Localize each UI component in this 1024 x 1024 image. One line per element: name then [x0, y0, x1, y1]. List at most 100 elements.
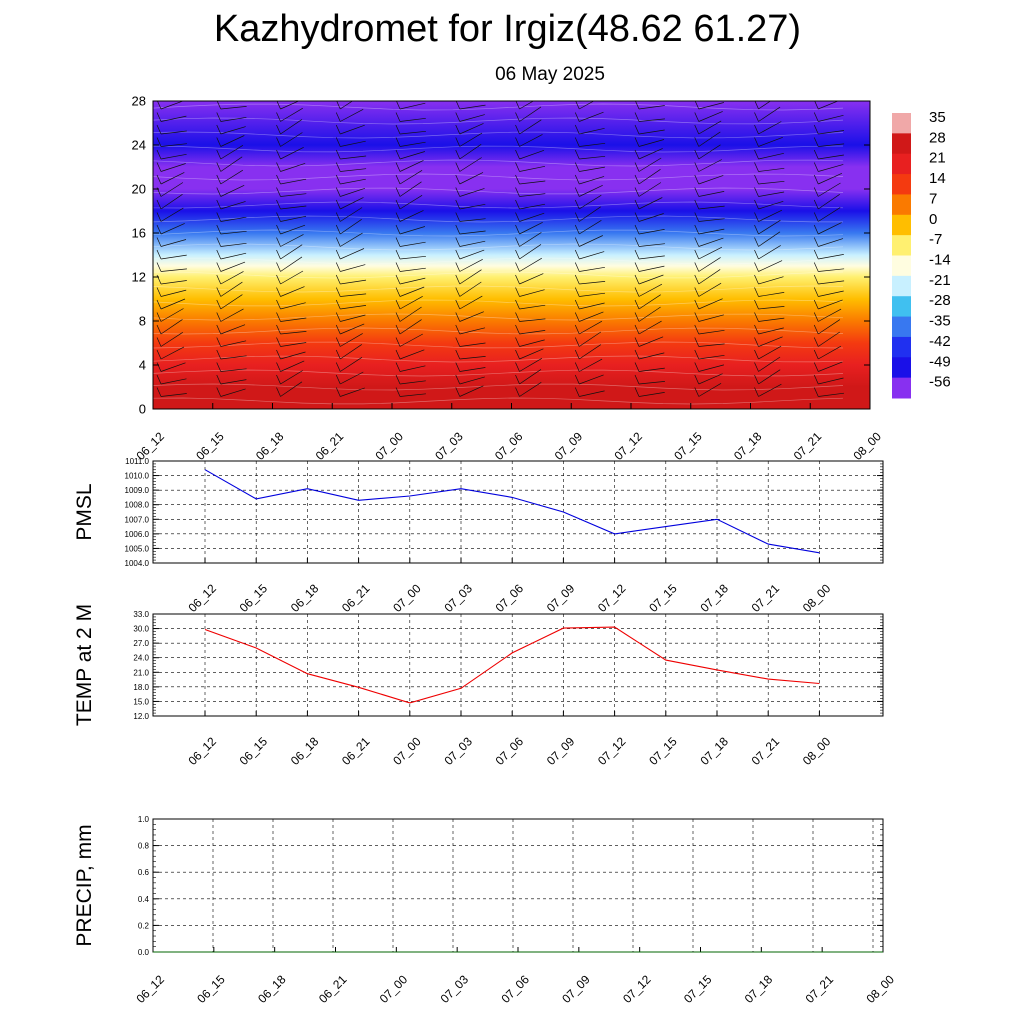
colorbar-swatch [892, 357, 911, 379]
x-tick-label: 06_18 [288, 581, 322, 615]
x-tick-label: 07_00 [390, 581, 424, 615]
colorbar-label: -56 [929, 374, 951, 391]
pmsl-axis-title: PMSL [73, 483, 96, 540]
y-tick-label: 1011.0 [125, 457, 149, 466]
y-tick-label: 24.0 [133, 654, 149, 663]
x-tick-label: 07_21 [749, 734, 783, 768]
page-title: Kazhydromet for Irgiz(48.62 61.27) [213, 8, 802, 50]
x-tick-label: 07_21 [749, 581, 783, 615]
y-tick-label: 15.0 [133, 697, 149, 706]
y-tick-label: 1005.0 [125, 544, 150, 553]
y-tick-label: 1008.0 [125, 501, 150, 510]
colorbar-label: -42 [929, 333, 951, 350]
temperature-contours [153, 103, 844, 405]
plot-frame [152, 460, 884, 564]
y-tick-label: 18.0 [133, 683, 149, 692]
x-tick-label: 06_18 [255, 972, 289, 1006]
y-tick-label: 30.0 [133, 625, 149, 634]
colorbar-label: -49 [929, 353, 951, 370]
colorbar-swatch [892, 275, 911, 297]
y-tick-label: 1.0 [138, 815, 150, 824]
x-tick-label: 07_09 [544, 581, 578, 615]
y-tick-label: 21.0 [133, 668, 149, 677]
x-tick-label: 07_03 [441, 581, 475, 615]
precip-axis-title: PRECIP, mm [73, 824, 96, 946]
temperature-cross-section [153, 101, 870, 409]
y-tick-label: 0.0 [138, 948, 150, 957]
x-tick-label: 06_18 [288, 734, 322, 768]
x-tick-label: 06_15 [237, 734, 271, 768]
colorbar-swatch [892, 214, 911, 236]
x-tick-label: 07_06 [493, 581, 527, 615]
page-subtitle: 06 May 2025 [495, 64, 605, 85]
x-tick-label: 06_15 [237, 581, 271, 615]
x-tick-label: 07_09 [544, 734, 578, 768]
x-tick-label: 07_09 [559, 972, 593, 1006]
heatmap-x-tick-label: 07_15 [671, 429, 705, 463]
colorbar-label: -35 [929, 313, 951, 330]
colorbar-swatch [892, 174, 911, 195]
x-tick-label: 07_00 [390, 734, 424, 768]
colorbar-label: 21 [929, 150, 946, 167]
colorbar-swatch [892, 296, 911, 318]
x-tick-label: 07_15 [646, 581, 680, 615]
heatmap-y-tick-label: 0 [139, 402, 146, 417]
colorbar-swatch [892, 113, 911, 134]
pmsl-series-line [204, 469, 820, 554]
y-tick-label: 1004.0 [125, 559, 150, 568]
colorbar-swatch [892, 153, 911, 175]
x-tick-label: 07_12 [620, 972, 654, 1006]
colorbar-swatch [892, 316, 911, 338]
colorbar-swatch [892, 133, 911, 155]
y-tick-label: 1006.0 [125, 530, 150, 539]
y-tick-label: 33.0 [133, 610, 149, 619]
y-tick-label: 0.4 [138, 895, 150, 904]
plot-frame [152, 613, 884, 717]
y-tick-label: 0.6 [138, 868, 150, 877]
colorbar-label: 0 [929, 211, 937, 228]
heatmap-y-tick-label: 12 [132, 270, 146, 285]
y-tick-label: 1009.0 [125, 486, 150, 495]
heatmap-y-tick-label: 20 [132, 182, 146, 197]
y-tick-label: 1007.0 [125, 515, 150, 524]
x-tick-label: 07_18 [697, 581, 731, 615]
colorbar-label: -14 [929, 252, 951, 269]
heatmap-y-tick-label: 16 [132, 226, 146, 241]
heatmap-y-tick-label: 4 [139, 358, 146, 373]
colorbar-swatch [892, 377, 911, 399]
x-tick-label: 07_12 [595, 581, 629, 615]
x-tick-label: 06_12 [133, 972, 167, 1006]
colorbar-label: -7 [929, 231, 942, 248]
x-tick-label: 08_00 [800, 581, 834, 615]
y-tick-label: 0.2 [138, 921, 150, 930]
x-tick-label: 07_06 [493, 734, 527, 768]
heatmap-x-tick-label: 07_18 [731, 429, 765, 463]
heatmap-x-tick-label: 07_09 [552, 429, 586, 463]
x-tick-label: 06_15 [194, 972, 228, 1006]
heatmap-x-tick-label: 08_00 [850, 429, 884, 463]
colorbar-swatch [892, 235, 911, 256]
colorbar-label: 35 [929, 109, 946, 126]
temp-axis-title: TEMP at 2 M [73, 604, 96, 726]
x-tick-label: 06_21 [339, 734, 373, 768]
colorbar-swatch [892, 194, 911, 216]
heatmap-y-tick-label: 8 [139, 314, 146, 329]
y-tick-label: 12.0 [133, 712, 149, 721]
x-tick-label: 06_21 [316, 972, 350, 1006]
heatmap-x-tick-label: 07_12 [611, 429, 645, 463]
x-tick-label: 08_00 [800, 734, 834, 768]
heatmap-y-tick-label: 24 [132, 138, 146, 153]
colorbar-label: -21 [929, 272, 951, 289]
heatmap-x-tick-label: 07_21 [791, 429, 825, 463]
heatmap-x-tick-label: 07_06 [492, 429, 526, 463]
temp-series-line [204, 626, 820, 704]
colorbar-swatch [892, 255, 911, 277]
x-tick-label: 07_15 [681, 972, 715, 1006]
x-tick-label: 07_12 [595, 734, 629, 768]
x-tick-label: 06_21 [339, 581, 373, 615]
colorbar-label: 14 [929, 170, 946, 187]
plot-frame [152, 818, 884, 953]
x-tick-label: 06_12 [185, 734, 219, 768]
colorbar-label: -28 [929, 292, 951, 309]
